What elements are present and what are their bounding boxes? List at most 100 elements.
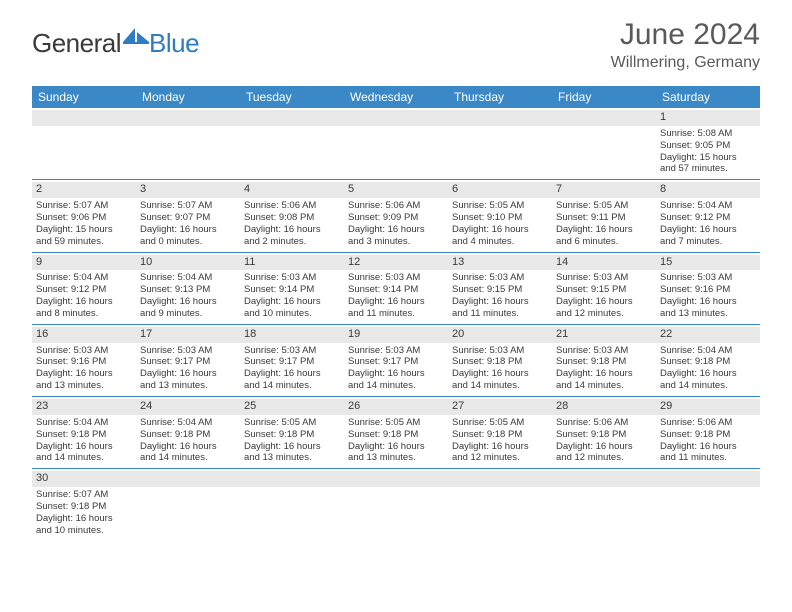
day-detail: Daylight: 15 hours: [660, 152, 756, 164]
day-cell-empty: [344, 469, 448, 540]
day-detail: Daylight: 16 hours: [36, 441, 132, 453]
day-detail: and 14 minutes.: [244, 380, 340, 392]
day-number: [552, 110, 656, 126]
day-detail: Sunrise: 5:07 AM: [36, 200, 132, 212]
day-cell-empty: [552, 108, 656, 179]
week-row: 1Sunrise: 5:08 AMSunset: 9:05 PMDaylight…: [32, 108, 760, 180]
day-cell: 15Sunrise: 5:03 AMSunset: 9:16 PMDayligh…: [656, 253, 760, 324]
day-cell: 11Sunrise: 5:03 AMSunset: 9:14 PMDayligh…: [240, 253, 344, 324]
day-detail: Sunset: 9:18 PM: [556, 356, 652, 368]
day-detail: Sunrise: 5:04 AM: [140, 417, 236, 429]
day-detail: Daylight: 16 hours: [244, 441, 340, 453]
day-detail: and 14 minutes.: [140, 452, 236, 464]
day-detail: Sunrise: 5:05 AM: [452, 200, 548, 212]
day-number: 11: [240, 255, 344, 271]
day-detail: and 14 minutes.: [660, 380, 756, 392]
day-cell: 26Sunrise: 5:05 AMSunset: 9:18 PMDayligh…: [344, 397, 448, 468]
day-detail: Daylight: 16 hours: [140, 224, 236, 236]
day-number: 13: [448, 255, 552, 271]
day-number: [240, 471, 344, 487]
day-cell: 22Sunrise: 5:04 AMSunset: 9:18 PMDayligh…: [656, 325, 760, 396]
day-detail: Sunset: 9:18 PM: [660, 429, 756, 441]
day-cell: 24Sunrise: 5:04 AMSunset: 9:18 PMDayligh…: [136, 397, 240, 468]
day-cell: 19Sunrise: 5:03 AMSunset: 9:17 PMDayligh…: [344, 325, 448, 396]
day-detail: Sunrise: 5:06 AM: [244, 200, 340, 212]
day-number: 20: [448, 327, 552, 343]
day-cell-empty: [240, 108, 344, 179]
day-cell-empty: [240, 469, 344, 540]
day-cell: 16Sunrise: 5:03 AMSunset: 9:16 PMDayligh…: [32, 325, 136, 396]
day-number: 7: [552, 182, 656, 198]
day-detail: Daylight: 16 hours: [244, 368, 340, 380]
weeks-container: 1Sunrise: 5:08 AMSunset: 9:05 PMDaylight…: [32, 108, 760, 541]
day-number: 3: [136, 182, 240, 198]
day-detail: Daylight: 16 hours: [556, 441, 652, 453]
day-cell: 4Sunrise: 5:06 AMSunset: 9:08 PMDaylight…: [240, 180, 344, 251]
day-cell: 7Sunrise: 5:05 AMSunset: 9:11 PMDaylight…: [552, 180, 656, 251]
day-cell-empty: [656, 469, 760, 540]
day-detail: and 2 minutes.: [244, 236, 340, 248]
day-number: 19: [344, 327, 448, 343]
day-detail: Sunset: 9:17 PM: [140, 356, 236, 368]
calendar: SundayMondayTuesdayWednesdayThursdayFrid…: [0, 86, 792, 541]
day-cell-empty: [136, 108, 240, 179]
day-detail: Sunrise: 5:03 AM: [556, 272, 652, 284]
page-subtitle: Willmering, Germany: [611, 54, 760, 72]
day-detail: Daylight: 16 hours: [556, 368, 652, 380]
day-header-cell: Monday: [136, 86, 240, 108]
day-detail: Sunset: 9:07 PM: [140, 212, 236, 224]
day-cell: 28 Sunrise: 5:06 AMSunset: 9:18 PMDayligh…: [552, 397, 656, 468]
week-row: 30Sunrise: 5:07 AMSunset: 9:18 PMDayligh…: [32, 469, 760, 540]
day-cell: 18Sunrise: 5:03 AMSunset: 9:17 PMDayligh…: [240, 325, 344, 396]
day-detail: and 12 minutes.: [556, 308, 652, 320]
day-detail: and 12 minutes.: [556, 452, 652, 464]
day-detail: Sunset: 9:15 PM: [556, 284, 652, 296]
day-detail: Daylight: 16 hours: [556, 224, 652, 236]
day-number: 2: [32, 182, 136, 198]
title-block: June 2024 Willmering, Germany: [611, 18, 760, 72]
day-detail: Sunrise: 5:03 AM: [348, 272, 444, 284]
week-row: 16Sunrise: 5:03 AMSunset: 9:16 PMDayligh…: [32, 325, 760, 397]
day-detail: Daylight: 16 hours: [452, 224, 548, 236]
day-detail: and 7 minutes.: [660, 236, 756, 248]
day-number: 28: [552, 399, 656, 415]
day-number: 25: [240, 399, 344, 415]
day-number: [448, 110, 552, 126]
day-detail: Sunset: 9:16 PM: [36, 356, 132, 368]
logo-text-general: General: [32, 28, 121, 59]
day-detail: and 57 minutes.: [660, 163, 756, 175]
day-detail: Sunset: 9:18 PM: [556, 429, 652, 441]
day-detail: Sunrise: 5:03 AM: [452, 345, 548, 357]
day-detail: Sunset: 9:12 PM: [36, 284, 132, 296]
day-cell: 5Sunrise: 5:06 AMSunset: 9:09 PMDaylight…: [344, 180, 448, 251]
day-header-cell: Thursday: [448, 86, 552, 108]
day-cell: 17Sunrise: 5:03 AMSunset: 9:17 PMDayligh…: [136, 325, 240, 396]
day-detail: Sunset: 9:18 PM: [660, 356, 756, 368]
day-detail: Sunrise: 5:06 AM: [556, 417, 652, 429]
day-number: 26: [344, 399, 448, 415]
day-detail: Daylight: 16 hours: [140, 441, 236, 453]
day-detail: Sunset: 9:06 PM: [36, 212, 132, 224]
day-number: 17: [136, 327, 240, 343]
day-cell-empty: [448, 469, 552, 540]
day-detail: Sunset: 9:18 PM: [140, 429, 236, 441]
day-detail: Sunrise: 5:05 AM: [556, 200, 652, 212]
day-detail: Sunset: 9:18 PM: [348, 429, 444, 441]
day-detail: and 3 minutes.: [348, 236, 444, 248]
day-detail: and 13 minutes.: [140, 380, 236, 392]
day-number: [448, 471, 552, 487]
day-detail: Sunset: 9:10 PM: [452, 212, 548, 224]
day-number: 8: [656, 182, 760, 198]
week-row: 2 Sunrise: 5:07 AMSunset: 9:06 PM Daylight…: [32, 180, 760, 252]
day-detail: Sunset: 9:08 PM: [244, 212, 340, 224]
day-detail: and 13 minutes.: [36, 380, 132, 392]
day-detail: and 13 minutes.: [348, 452, 444, 464]
day-number: 4: [240, 182, 344, 198]
day-number: [240, 110, 344, 126]
day-detail: and 14 minutes.: [556, 380, 652, 392]
day-detail: Sunrise: 5:05 AM: [452, 417, 548, 429]
day-number: 10: [136, 255, 240, 271]
day-detail: and 14 minutes.: [452, 380, 548, 392]
day-detail: and 10 minutes.: [244, 308, 340, 320]
day-detail: Daylight: 16 hours: [348, 368, 444, 380]
